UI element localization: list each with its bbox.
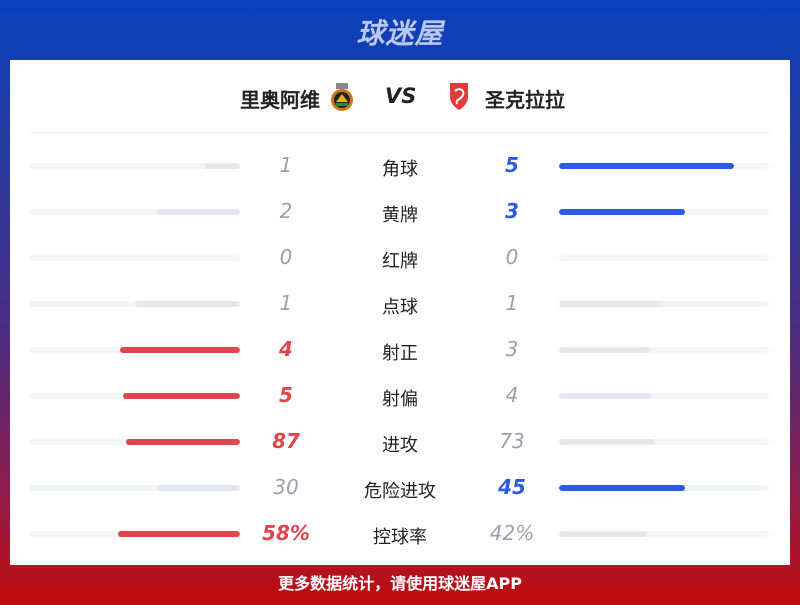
home-bar-track [30, 531, 240, 537]
home-value: 4 [279, 337, 293, 361]
home-value: 0 [279, 245, 293, 269]
away-bar-fill [559, 347, 650, 353]
home-team-name: 里奥阿维 [240, 88, 320, 112]
away-bar-fill [559, 531, 648, 537]
away-team-badge-icon [450, 83, 468, 110]
home-value: 30 [273, 475, 299, 499]
home-bar-fill [123, 393, 240, 399]
away-bar-fill [559, 439, 655, 445]
away-value: 45 [498, 475, 526, 499]
stat-row: 1 点球 1 [10, 289, 790, 319]
stat-label: 进攻 [382, 435, 418, 456]
stat-row: 30 危险进攻 45 [10, 473, 790, 503]
stat-row: 1 角球 5 [10, 151, 790, 181]
vs-label: VS [385, 84, 417, 108]
home-bar-fill [156, 485, 240, 491]
away-value: 3 [505, 199, 519, 223]
home-bar-fill [120, 347, 240, 353]
home-value: 1 [279, 153, 293, 177]
stat-row: 87 进攻 73 [10, 427, 790, 457]
away-value: 42% [489, 521, 535, 545]
away-bar-fill [559, 393, 653, 399]
home-bar-track [30, 439, 240, 445]
stat-label: 黄牌 [382, 205, 418, 226]
stat-row: 58% 控球率 42% [10, 519, 790, 549]
match-header: 里奥阿维 VS 圣克拉拉 [10, 60, 790, 132]
stat-label: 射偏 [382, 389, 418, 410]
stat-label: 射正 [382, 343, 418, 364]
home-bar-fill [125, 439, 240, 445]
stat-row: 2 黄牌 3 [10, 197, 790, 227]
stats-card: 里奥阿维 VS 圣克拉拉 1 角球 5 2 黄牌 3 0 红牌 0 1 点球 1… [10, 60, 790, 565]
stat-label: 控球率 [373, 527, 427, 548]
away-bar-fill [559, 209, 685, 215]
away-bar-fill [559, 163, 734, 169]
stat-row: 0 红牌 0 [10, 243, 790, 273]
home-bar-fill [204, 163, 240, 169]
brand-logo: 球迷屋 [356, 17, 444, 50]
away-value: 5 [505, 153, 519, 177]
home-value: 87 [272, 429, 300, 453]
stat-label: 点球 [382, 297, 418, 318]
home-bar-fill [118, 531, 240, 537]
home-bar-track [30, 485, 240, 491]
home-bar-track [30, 347, 240, 353]
away-bar-track [559, 531, 769, 537]
away-bar-track [559, 163, 769, 169]
home-bar-track [30, 393, 240, 399]
stat-label: 红牌 [382, 251, 418, 272]
home-bar-fill [135, 301, 240, 307]
home-bar-track [30, 163, 240, 169]
away-bar-fill [559, 301, 664, 307]
home-bar-fill [156, 209, 240, 215]
home-value: 2 [279, 199, 293, 223]
away-bar-fill [559, 485, 685, 491]
away-value: 1 [505, 291, 519, 315]
footer-banner[interactable]: 更多数据统计，请使用球迷屋APP [278, 574, 522, 593]
away-bar-track [559, 393, 769, 399]
home-bar-track [30, 301, 240, 307]
away-bar-track [559, 347, 769, 353]
away-bar-track [559, 255, 769, 261]
home-value: 5 [279, 383, 293, 407]
stat-row: 4 射正 3 [10, 335, 790, 365]
away-bar-track [559, 485, 769, 491]
away-value: 3 [505, 337, 519, 361]
stat-label: 危险进攻 [364, 481, 436, 502]
away-bar-track [559, 301, 769, 307]
away-bar-track [559, 439, 769, 445]
away-value: 4 [505, 383, 519, 407]
header-divider [30, 132, 770, 133]
home-value: 58% [262, 521, 310, 545]
home-team-badge-icon [331, 83, 353, 111]
home-bar-track [30, 255, 240, 261]
home-value: 1 [279, 291, 293, 315]
home-bar-track [30, 209, 240, 215]
away-value: 0 [505, 245, 519, 269]
stat-label: 角球 [382, 159, 418, 180]
away-bar-track [559, 209, 769, 215]
away-value: 73 [499, 429, 525, 453]
away-team-name: 圣克拉拉 [485, 88, 565, 112]
stat-row: 5 射偏 4 [10, 381, 790, 411]
